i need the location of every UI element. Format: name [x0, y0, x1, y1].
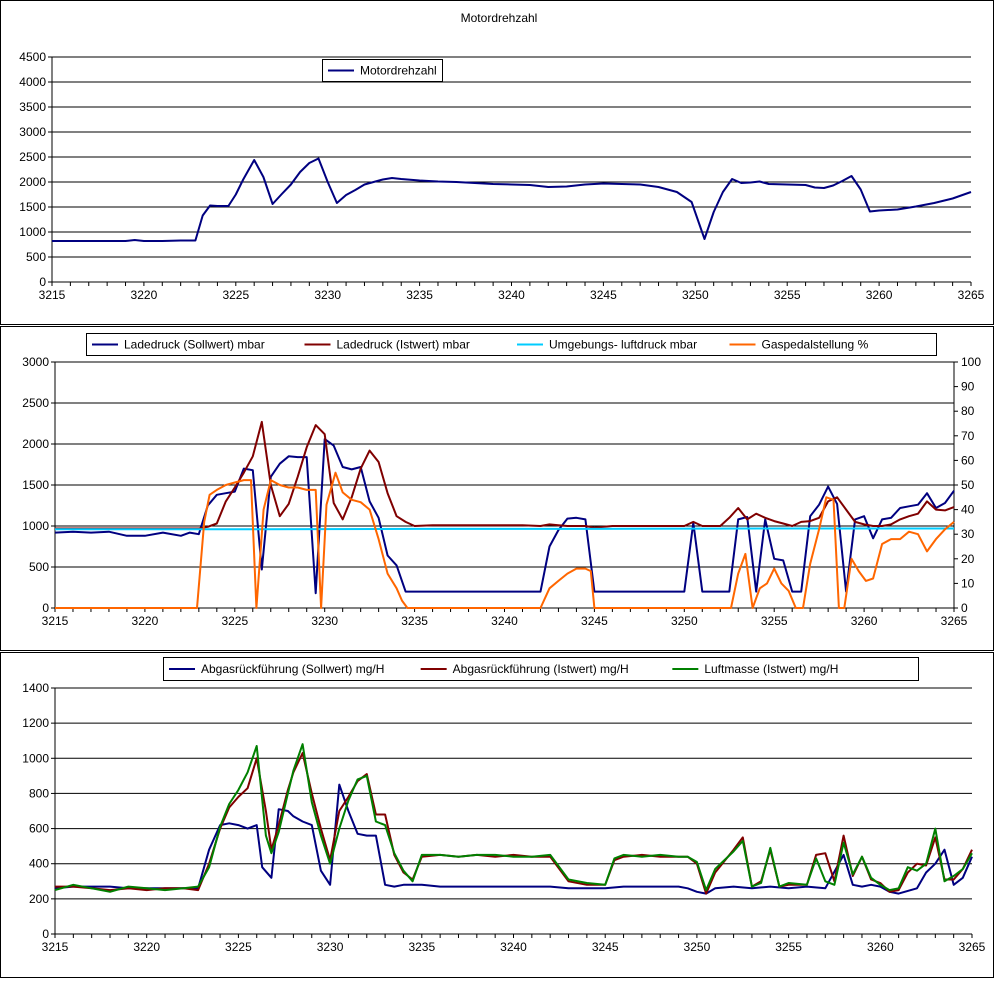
- chart-3-x-tick-label: 3225: [225, 940, 252, 954]
- chart-3-x-tick-label: 3230: [317, 940, 344, 954]
- chart-2-x-tick-label: 3250: [671, 614, 698, 628]
- chart-1-x-tick-label: 3230: [314, 288, 341, 302]
- chart-1-x-tick-label: 3265: [958, 288, 985, 302]
- chart-2-series-line-4: [55, 471, 955, 609]
- chart-1-x-tick-label: 3260: [866, 288, 893, 302]
- chart-2-y2-tick-label: 10: [961, 576, 975, 590]
- chart-2-y2-tick-label: 100: [961, 355, 981, 369]
- chart-2-x-tick-label: 3265: [941, 614, 968, 628]
- chart-2-x-tick-label: 3235: [401, 614, 428, 628]
- chart-1-x-tick-label: 3220: [131, 288, 158, 302]
- chart-1-area: [0, 0, 994, 325]
- chart-1-title: Motordrehzahl: [461, 11, 538, 25]
- chart-3-x-tick-label: 3240: [500, 940, 527, 954]
- chart-3-legend: [163, 657, 919, 681]
- chart-2-y2-tick-label: 40: [961, 503, 975, 517]
- chart-3-plot: 0 200 400 600 800 1000 1200 1400 3215 3220 3225 323…: [22, 657, 986, 954]
- chart-3-x-tick-label: 3265: [959, 940, 986, 954]
- chart-1-y-tick-label: 1500: [19, 200, 46, 214]
- chart-1-y-tick-label: 1000: [19, 225, 46, 239]
- chart-2-y-tick-label: 1000: [22, 519, 49, 533]
- chart-1-x-tick-label: 3215: [39, 288, 66, 302]
- chart-2-plot: 0 500 1000 1500 2000 2500 3000 0 10 20 30 40 50 60 70 8…: [22, 333, 981, 628]
- chart-3-y-tick-label: 0: [42, 927, 49, 941]
- chart-3-y-tick-label: 200: [29, 892, 49, 906]
- chart-1-legend-label: Motordrehzahl: [360, 64, 437, 78]
- chart-2-y-tick-label: 3000: [22, 355, 49, 369]
- chart-2-y2-tick-label: 0: [961, 601, 968, 615]
- chart-1-x-tick-label: 3245: [590, 288, 617, 302]
- chart-1-y-tick-label: 4000: [19, 75, 46, 89]
- chart-1-y-tick-label: 500: [26, 250, 46, 264]
- chart-2-y2-tick-label: 80: [961, 404, 975, 418]
- chart-2-legend-label: Umgebungs- luftdruck mbar: [549, 338, 697, 352]
- chart-1-legend: [322, 59, 443, 82]
- chart-2-x-tick-label: 3255: [761, 614, 788, 628]
- chart-2-y-tick-label: 500: [29, 560, 49, 574]
- chart-3-legend-label: Abgasrückführung (Istwert) mg/H: [453, 662, 629, 676]
- chart-3-x-tick-label: 3220: [133, 940, 160, 954]
- chart-2-legend-label: Ladedruck (Istwert) mbar: [337, 338, 470, 352]
- chart-2-legend: [86, 333, 937, 356]
- chart-3-y-tick-label: 600: [29, 822, 49, 836]
- chart-2-x-tick-label: 3230: [311, 614, 338, 628]
- chart-3-y-tick-label: 1200: [22, 716, 49, 730]
- chart-3-x-tick-label: 3260: [867, 940, 894, 954]
- chart-1-y-tick-label: 2500: [19, 150, 46, 164]
- chart-1-y-tick-label: 3500: [19, 100, 46, 114]
- chart-2-legend-label: Ladedruck (Sollwert) mbar: [124, 338, 265, 352]
- chart-1-y-tick-label: 4500: [19, 50, 46, 64]
- chart-2-y2-tick-label: 50: [961, 478, 975, 492]
- chart-2-x-tick-label: 3225: [221, 614, 248, 628]
- chart-1-x-tick-label: 3250: [682, 288, 709, 302]
- chart-1-x-tick-label: 3255: [774, 288, 801, 302]
- chart-1-y-tick-label: 0: [39, 275, 46, 289]
- chart-3-legend-label: Abgasrückführung (Sollwert) mg/H: [201, 662, 384, 676]
- chart-3-x-tick-label: 3235: [408, 940, 435, 954]
- chart-3-series-line-3: [54, 743, 973, 893]
- chart-3-x-tick-label: 3250: [684, 940, 711, 954]
- chart-3-x-tick-label: 3255: [775, 940, 802, 954]
- chart-2-y-tick-label: 0: [42, 601, 49, 615]
- chart-2-legend-label: Gaspedalstellung %: [762, 338, 869, 352]
- chart-2-y2-tick-label: 30: [961, 527, 975, 541]
- chart-1-x-tick-label: 3225: [222, 288, 249, 302]
- chart-1-plot: 0 500 1000 1500 2000 2500 3000 3500 4000 4500 3215…: [19, 50, 984, 302]
- chart-1-x-tick-label: 3240: [498, 288, 525, 302]
- chart-3-series-line-1: [54, 783, 973, 895]
- chart-1-series-line-1: [52, 157, 972, 242]
- chart-2-y2-tick-label: 20: [961, 552, 975, 566]
- chart-2-y-tick-label: 2000: [22, 437, 49, 451]
- chart-3-legend-label: Luftmasse (Istwert) mg/H: [704, 662, 838, 676]
- chart-1-y-tick-label: 3000: [19, 125, 46, 139]
- chart-3-y-tick-label: 400: [29, 857, 49, 871]
- chart-1-x-tick-label: 3235: [406, 288, 433, 302]
- chart-3-area: [0, 652, 994, 978]
- chart-2-y2-tick-label: 60: [961, 453, 975, 467]
- chart-3-y-tick-label: 1400: [22, 681, 49, 695]
- chart-2-y2-tick-label: 90: [961, 380, 975, 394]
- chart-2-y-tick-label: 2500: [22, 396, 49, 410]
- chart-3-x-tick-label: 3215: [42, 940, 69, 954]
- chart-2-series-line-3: [55, 527, 954, 531]
- chart-2-x-tick-label: 3215: [42, 614, 69, 628]
- chart-2-x-tick-label: 3240: [491, 614, 518, 628]
- chart-2-x-tick-label: 3245: [581, 614, 608, 628]
- chart-2-y-tick-label: 1500: [22, 478, 49, 492]
- chart-2-y2-tick-label: 70: [961, 429, 975, 443]
- chart-2-x-tick-label: 3260: [851, 614, 878, 628]
- chart-3-y-tick-label: 800: [29, 786, 49, 800]
- chart-1-y-tick-label: 2000: [19, 175, 46, 189]
- chart-2-x-tick-label: 3220: [132, 614, 159, 628]
- chart-3-y-tick-label: 1000: [22, 751, 49, 765]
- chart-3-x-tick-label: 3245: [592, 940, 619, 954]
